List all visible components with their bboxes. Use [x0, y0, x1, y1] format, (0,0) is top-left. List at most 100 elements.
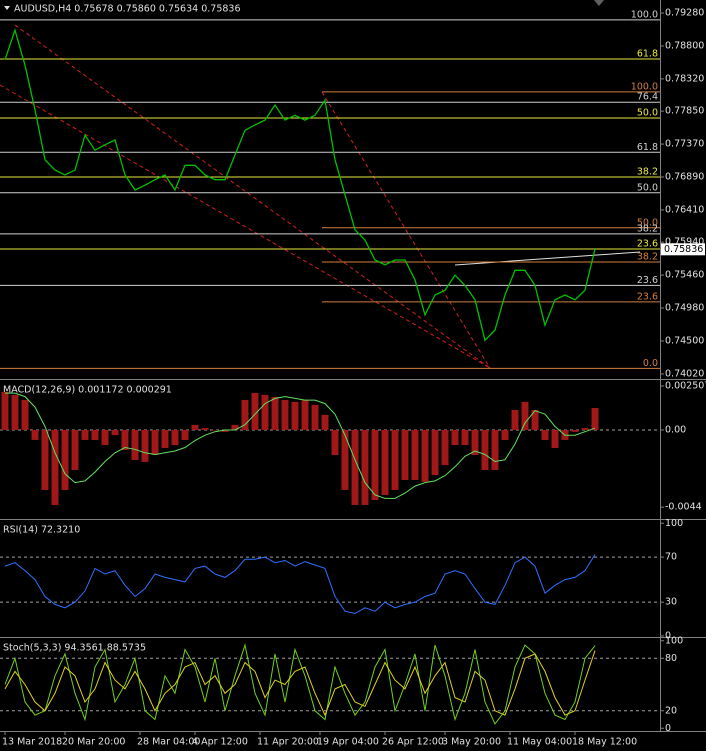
- histogram-bar: [361, 429, 369, 506]
- histogram-bar: [401, 429, 409, 480]
- y-tick-label: 0.78320: [665, 73, 704, 84]
- fib-label: 50.0: [637, 107, 658, 118]
- fib-label: 23.6: [637, 239, 658, 250]
- panel-title: MACD(12,26,9) 0.001172 0.000291: [3, 385, 172, 396]
- histogram-bar: [251, 392, 259, 430]
- histogram-bar: [371, 429, 379, 500]
- y-tick-label: 0.74980: [665, 303, 704, 314]
- scroll-marker: [594, 0, 604, 6]
- histogram-bar: [341, 429, 349, 490]
- fib-label: 100.0: [631, 81, 658, 92]
- histogram-bar: [541, 429, 549, 440]
- fib-label: 61.8: [637, 48, 658, 59]
- histogram-bar: [591, 408, 599, 430]
- histogram-bar: [51, 429, 59, 506]
- histogram-bar: [221, 429, 229, 432]
- fib-label: 38.2: [637, 223, 658, 234]
- histogram-bar: [201, 428, 209, 430]
- trendline: [14, 24, 491, 369]
- histogram-bar: [471, 429, 479, 456]
- y-tick-label: 0: [665, 723, 671, 734]
- histogram-bar: [191, 424, 199, 430]
- fib-label: 38.2: [637, 166, 658, 177]
- histogram-bar: [31, 429, 39, 440]
- histogram-bar: [81, 429, 89, 440]
- histogram-bar: [41, 429, 49, 490]
- trendlines: [0, 24, 641, 369]
- trendline: [454, 251, 641, 266]
- histogram-bar: [111, 429, 119, 436]
- fib-label: 50.0: [637, 182, 658, 193]
- histogram-bar: [431, 429, 439, 476]
- histogram-bar: [501, 429, 509, 440]
- histogram-bar: [61, 429, 69, 490]
- panel-frame: [0, 0, 706, 732]
- histogram-bar: [171, 429, 179, 446]
- histogram-bar: [161, 429, 169, 449]
- histogram-bar: [271, 396, 279, 430]
- histogram-bar: [241, 399, 249, 430]
- histogram-bar: [181, 429, 189, 440]
- histogram-bar: [481, 429, 489, 470]
- x-tick-label: 19 Apr 04:00: [317, 737, 379, 748]
- y-tick-label: 0: [665, 631, 671, 642]
- histogram-bar: [321, 414, 329, 430]
- y-tick-label: 0.78800: [665, 40, 704, 51]
- fib-label: 50.0: [637, 217, 658, 228]
- y-tick-label: 0.77850: [665, 106, 704, 117]
- fib-label: 38.2: [637, 252, 658, 263]
- fib-label: 76.4: [637, 92, 658, 103]
- histogram-bar: [511, 409, 519, 430]
- y-tick-label: 0.74020: [665, 368, 704, 379]
- trendline: [321, 91, 491, 369]
- histogram-bar: [21, 399, 29, 430]
- y-tick-label: 0.75940: [665, 237, 704, 248]
- histogram-bar: [131, 429, 139, 460]
- histogram-bar: [381, 429, 389, 496]
- series-line: [4, 554, 596, 615]
- y-tick-label: 80: [665, 653, 677, 664]
- x-tick-label: 4 Apr 12:00: [192, 737, 248, 748]
- y-tick-label: 0.76410: [665, 204, 704, 215]
- histogram-bar: [571, 429, 579, 432]
- y-tick-label: 70: [665, 552, 677, 563]
- series-line: [5, 392, 596, 499]
- x-tick-label: 26 Apr 12:00: [382, 737, 444, 748]
- histogram-bar: [441, 429, 449, 466]
- y-tick-label: 100: [665, 635, 683, 646]
- histogram-bar: [151, 429, 159, 456]
- histogram-bar: [351, 429, 359, 506]
- histogram-bar: [1, 391, 9, 430]
- price-tag-label: 0.75836: [664, 244, 703, 255]
- price-tag: [661, 243, 705, 256]
- x-tick-label: 11 Apr 20:00: [257, 737, 319, 748]
- histogram-bar: [281, 399, 289, 430]
- fib-label: 61.8: [637, 142, 658, 153]
- histogram-bar: [581, 428, 589, 430]
- histogram-bar: [551, 429, 559, 449]
- histogram-bar: [301, 399, 309, 430]
- fib-label: 0.0: [643, 358, 658, 369]
- histogram-bar: [521, 401, 529, 430]
- y-tick-label: 0.74500: [665, 335, 704, 346]
- histogram-bar: [261, 394, 269, 430]
- fib-label: 23.6: [637, 275, 658, 286]
- histogram-bar: [461, 429, 469, 446]
- y-tick-label: 0.79280: [665, 8, 704, 19]
- series-line: [4, 650, 596, 717]
- panel-title: RSI(14) 72.3210: [3, 525, 80, 536]
- histogram-bar: [101, 429, 109, 446]
- x-tick-label: 28 Mar 04:00: [137, 737, 200, 748]
- y-tick-label: -0.0044: [665, 502, 702, 513]
- fib-label: 100.0: [631, 9, 658, 20]
- y-tick-label: 30: [665, 597, 677, 608]
- x-tick-label: 13 Mar 2018: [2, 737, 62, 748]
- histogram-bar: [451, 429, 459, 446]
- histogram-bar: [331, 429, 339, 456]
- histogram-bar: [141, 429, 149, 462]
- histogram-bar: [291, 401, 299, 430]
- y-tick-label: 0.002507: [665, 380, 706, 391]
- histogram-bar: [231, 424, 239, 430]
- histogram-bar: [71, 429, 79, 470]
